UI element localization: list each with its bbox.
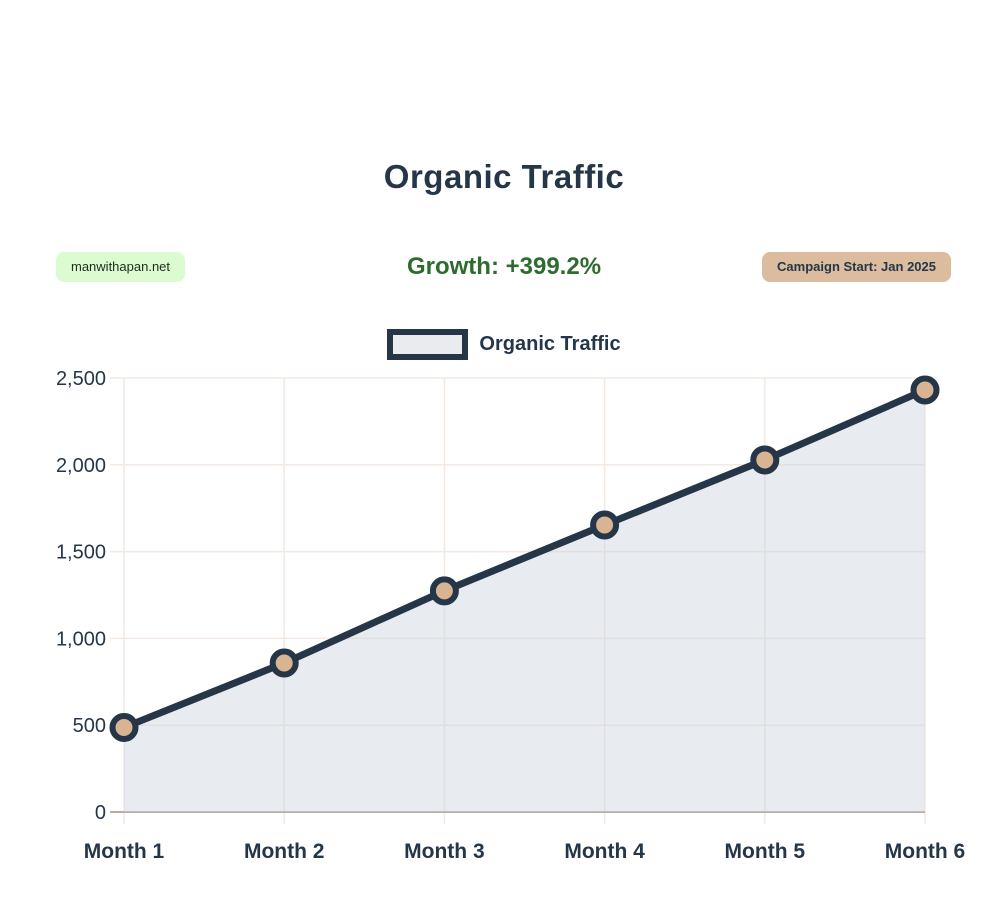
campaign-start-badge: Campaign Start: Jan 2025 [762,252,951,282]
y-tick-label: 500 [73,715,106,737]
y-tick-label: 1,500 [56,542,106,564]
data-point-marker[interactable] [269,648,299,678]
x-tick-label: Month 1 [84,840,165,863]
x-tick-label: Month 5 [725,840,806,863]
x-tick-label: Month 6 [885,840,965,863]
y-tick-label: 2,000 [56,455,106,477]
x-tick-label: Month 4 [564,840,645,863]
data-point-marker[interactable] [590,510,620,540]
legend-label: Organic Traffic [479,333,621,355]
data-point-marker[interactable] [109,712,139,742]
site-badge: manwithapan.net [56,252,186,282]
area-fill [124,389,925,812]
growth-stat: Growth: +399.2% [406,253,602,280]
x-axis-labels: Month 1 Month 2 Month 3 Month 4 Month 5 Month… [84,840,965,863]
traffic-line [120,386,929,731]
y-tick-label: 2,500 [56,368,106,390]
data-point-marker[interactable] [910,375,940,405]
data-points [109,375,940,742]
data-point-marker[interactable] [750,445,780,475]
legend-swatch-icon [387,329,469,360]
y-axis-labels: 0 500 1,000 1,500 2,000 2,500 [56,368,106,824]
gridlines [110,377,926,824]
x-tick-label: Month 2 [244,840,324,863]
y-tick-label: 0 [95,802,106,824]
x-tick-label: Month 3 [404,840,484,863]
page-title: Organic Traffic [383,158,625,195]
legend-item[interactable]: Organic Traffic [0,329,1008,360]
data-point-marker[interactable] [429,576,459,606]
y-tick-label: 1,000 [56,628,106,650]
